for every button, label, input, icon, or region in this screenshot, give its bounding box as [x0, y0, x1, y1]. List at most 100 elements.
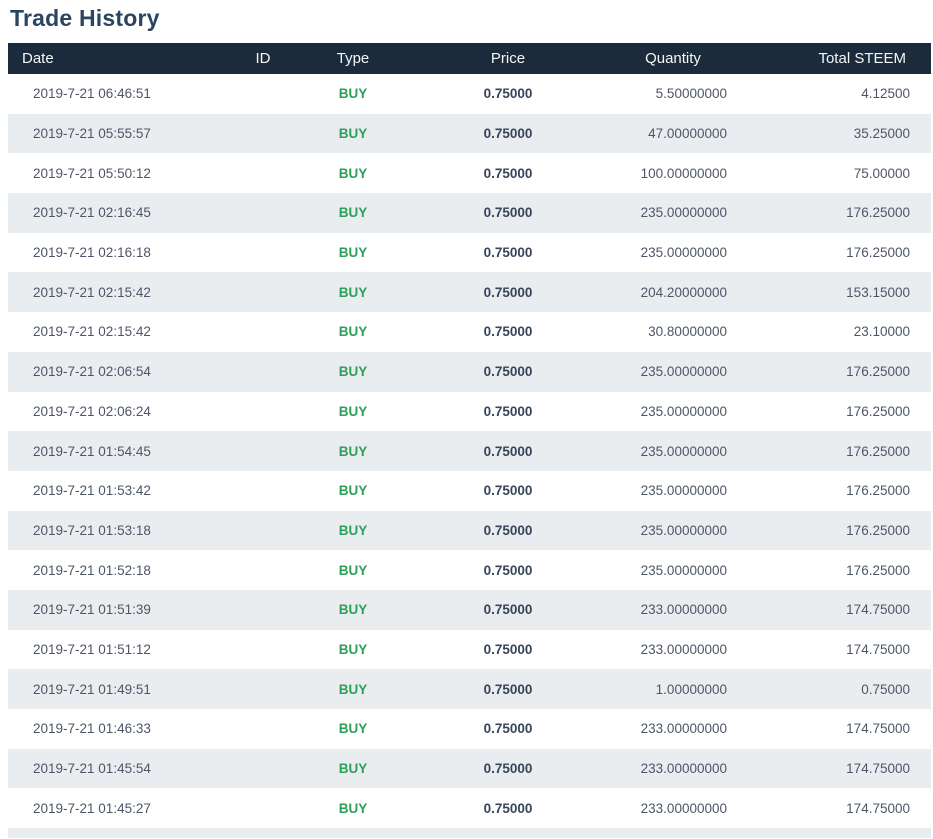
- trade-date: 2019-7-21 05:55:57: [33, 126, 151, 142]
- trade-quantity: 233.00000000: [640, 761, 727, 777]
- trade-id: [233, 233, 293, 273]
- trade-total: 174.75000: [846, 800, 910, 816]
- trade-total: 176.25000: [846, 205, 910, 221]
- table-row: 2019-7-21 01:51:39 BUY 0.75000 233.00000…: [8, 589, 931, 630]
- trade-id: [233, 114, 293, 154]
- trade-quantity: 204.20000000: [640, 284, 727, 300]
- trade-quantity: 233.00000000: [640, 602, 727, 618]
- page-title: Trade History: [10, 5, 160, 31]
- trade-quantity: 5.50000000: [655, 86, 727, 102]
- trade-date: 2019-7-21 02:06:54: [33, 364, 151, 380]
- trade-quantity: 233.00000000: [640, 721, 727, 737]
- trade-price: 0.75000: [483, 364, 533, 380]
- trade-quantity: 233.00000000: [640, 641, 727, 657]
- trade-id: [233, 749, 293, 789]
- trade-date: 2019-7-21 02:16:45: [33, 205, 151, 221]
- trade-quantity: 235.00000000: [640, 245, 727, 261]
- trade-date: 2019-7-21 01:46:33: [33, 721, 151, 737]
- trade-type: BUY: [338, 403, 368, 419]
- table-row: 2019-7-21 02:15:42 BUY 0.75000 204.20000…: [8, 272, 931, 313]
- trade-date: 2019-7-21 01:51:12: [33, 641, 151, 657]
- trade-id: [233, 312, 293, 352]
- table-row: 2019-7-21 01:46:33 BUY 0.75000 233.00000…: [8, 709, 931, 749]
- trade-date: 2019-7-21 02:16:18: [33, 245, 151, 261]
- trade-type: BUY: [338, 721, 368, 737]
- trade-price: 0.75000: [483, 562, 533, 578]
- table-row: 2019-7-21 02:15:42 BUY 0.75000 30.800000…: [8, 312, 931, 352]
- trade-history-table: Date ID Type Price Quantity Total STEEM …: [8, 43, 931, 829]
- trade-id: [233, 193, 293, 233]
- trade-total: 176.25000: [846, 443, 910, 459]
- trade-total: 174.75000: [846, 602, 910, 618]
- trade-price: 0.75000: [483, 205, 533, 221]
- trade-type: BUY: [338, 364, 368, 380]
- trade-total: 0.75000: [861, 681, 910, 697]
- table-row: 2019-7-21 06:46:51 BUY 0.75000 5.5000000…: [8, 74, 931, 114]
- trade-quantity: 235.00000000: [640, 562, 727, 578]
- trade-price: 0.75000: [483, 800, 533, 816]
- trade-price: 0.75000: [483, 681, 533, 697]
- trade-total: 23.10000: [853, 324, 910, 340]
- trade-id: [233, 669, 293, 709]
- trade-total: 174.75000: [846, 761, 910, 777]
- table-row: 2019-7-21 01:45:54 BUY 0.75000 233.00000…: [8, 748, 931, 789]
- trade-price: 0.75000: [483, 165, 533, 181]
- column-header-total-steem: Total STEEM: [743, 43, 931, 74]
- trade-total: 35.25000: [853, 126, 910, 142]
- trade-type: BUY: [338, 126, 368, 142]
- trade-total: 176.25000: [846, 483, 910, 499]
- trade-quantity: 235.00000000: [640, 443, 727, 459]
- trade-date: 2019-7-21 01:45:54: [33, 761, 151, 777]
- column-header-quantity: Quantity: [603, 43, 743, 74]
- trade-quantity: 235.00000000: [640, 522, 727, 538]
- trade-total: 176.25000: [846, 562, 910, 578]
- trade-price: 0.75000: [483, 721, 533, 737]
- trade-id: [233, 431, 293, 471]
- trade-type: BUY: [338, 86, 368, 102]
- trade-quantity: 235.00000000: [640, 483, 727, 499]
- trade-quantity: 233.00000000: [640, 800, 727, 816]
- column-header-id: ID: [233, 43, 293, 74]
- trade-price: 0.75000: [483, 86, 533, 102]
- trade-price: 0.75000: [483, 245, 533, 261]
- trade-type: BUY: [338, 205, 368, 221]
- trade-table-body: 2019-7-21 06:46:51 BUY 0.75000 5.5000000…: [8, 74, 931, 829]
- trade-price: 0.75000: [483, 483, 533, 499]
- trade-quantity: 30.80000000: [648, 324, 727, 340]
- trade-type: BUY: [338, 284, 368, 300]
- trade-id: [233, 392, 293, 432]
- table-row: 2019-7-21 05:55:57 BUY 0.75000 47.000000…: [8, 113, 931, 154]
- trade-total: 176.25000: [846, 245, 910, 261]
- trade-total: 176.25000: [846, 403, 910, 419]
- trade-date: 2019-7-21 01:49:51: [33, 681, 151, 697]
- table-row: 2019-7-21 01:53:18 BUY 0.75000 235.00000…: [8, 510, 931, 551]
- trade-date: 2019-7-21 02:06:24: [33, 403, 151, 419]
- trade-type: BUY: [338, 800, 368, 816]
- trade-quantity: 1.00000000: [655, 681, 727, 697]
- trade-date: 2019-7-21 05:50:12: [33, 165, 151, 181]
- trade-price: 0.75000: [483, 284, 533, 300]
- trade-id: [233, 630, 293, 670]
- column-header-price: Price: [413, 43, 603, 74]
- trade-price: 0.75000: [483, 641, 533, 657]
- trade-total: 174.75000: [846, 721, 910, 737]
- trade-total: 4.12500: [861, 86, 910, 102]
- trade-type: BUY: [338, 562, 368, 578]
- table-row: 2019-7-21 05:50:12 BUY 0.75000 100.00000…: [8, 153, 931, 194]
- table-row: 2019-7-21 01:52:18 BUY 0.75000 235.00000…: [8, 550, 931, 590]
- table-row: 2019-7-21 01:45:27 BUY 0.75000 233.00000…: [8, 788, 931, 829]
- trade-id: [233, 471, 293, 511]
- trade-type: BUY: [338, 522, 368, 538]
- column-header-date: Date: [8, 43, 233, 74]
- table-header-row: Date ID Type Price Quantity Total STEEM: [8, 43, 931, 74]
- trade-total: 176.25000: [846, 364, 910, 380]
- trade-id: [233, 153, 293, 193]
- trade-price: 0.75000: [483, 443, 533, 459]
- trade-type: BUY: [338, 324, 368, 340]
- trade-quantity: 235.00000000: [640, 403, 727, 419]
- trade-type: BUY: [338, 681, 368, 697]
- trade-type: BUY: [338, 641, 368, 657]
- trade-date: 2019-7-21 01:51:39: [33, 602, 151, 618]
- table-row: 2019-7-21 01:49:51 BUY 0.75000 1.0000000…: [8, 669, 931, 709]
